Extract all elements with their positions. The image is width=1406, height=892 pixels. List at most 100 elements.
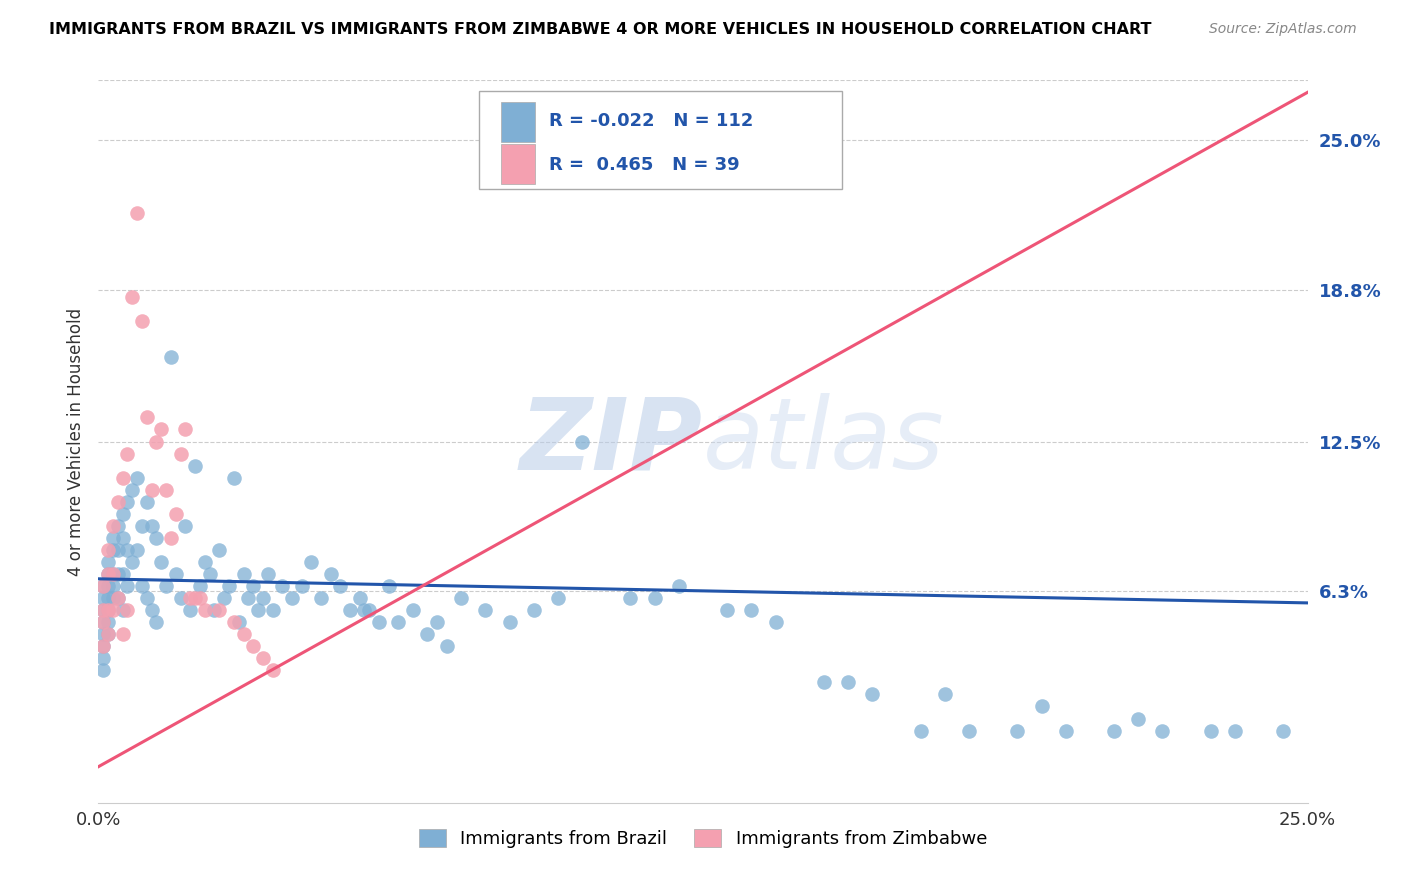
Point [256, 567, 278, 582]
Point [228, 615, 250, 630]
Point [101, 542, 124, 557]
Point [837, 675, 859, 690]
Point [262, 664, 284, 678]
Point [91, 639, 114, 653]
Point [97, 603, 120, 617]
Point [141, 483, 163, 497]
FancyBboxPatch shape [501, 102, 534, 142]
Point [91, 591, 114, 606]
Point [145, 531, 167, 545]
Point [135, 591, 157, 606]
Text: IMMIGRANTS FROM BRAZIL VS IMMIGRANTS FROM ZIMBABWE 4 OR MORE VEHICLES IN HOUSEHO: IMMIGRANTS FROM BRAZIL VS IMMIGRANTS FRO… [49, 22, 1152, 37]
Point [101, 567, 124, 582]
Point [107, 519, 129, 533]
Point [716, 603, 738, 617]
Point [813, 675, 835, 690]
Point [165, 507, 187, 521]
Point [1272, 723, 1295, 738]
Point [117, 542, 139, 557]
Text: ZIP: ZIP [520, 393, 703, 490]
Point [111, 603, 134, 617]
Point [135, 410, 157, 425]
Point [498, 615, 520, 630]
Point [91, 615, 114, 630]
Point [174, 519, 197, 533]
Y-axis label: 4 or more Vehicles in Household: 4 or more Vehicles in Household [66, 308, 84, 575]
Point [107, 494, 129, 508]
Point [232, 627, 254, 641]
Point [290, 579, 312, 593]
Point [416, 627, 439, 641]
Point [91, 603, 114, 617]
Point [101, 603, 124, 617]
Point [644, 591, 666, 606]
Point [127, 471, 149, 485]
Point [238, 591, 260, 606]
Point [101, 519, 124, 533]
Point [97, 603, 120, 617]
Point [169, 447, 191, 461]
Legend: Immigrants from Brazil, Immigrants from Zimbabwe: Immigrants from Brazil, Immigrants from … [412, 822, 994, 855]
Text: Source: ZipAtlas.com: Source: ZipAtlas.com [1209, 22, 1357, 37]
FancyBboxPatch shape [479, 91, 842, 189]
Point [1199, 723, 1222, 738]
Point [127, 205, 149, 219]
Point [402, 603, 425, 617]
Point [117, 603, 139, 617]
Point [299, 555, 322, 569]
Point [1223, 723, 1246, 738]
Point [353, 603, 375, 617]
Point [91, 651, 114, 665]
Point [111, 471, 134, 485]
Text: atlas: atlas [703, 393, 945, 490]
Point [204, 603, 226, 617]
Point [117, 494, 139, 508]
Point [91, 664, 114, 678]
Point [281, 591, 304, 606]
Point [1054, 723, 1077, 738]
Point [169, 591, 191, 606]
Text: R = -0.022   N = 112: R = -0.022 N = 112 [550, 112, 754, 130]
Point [179, 603, 201, 617]
Point [155, 483, 177, 497]
Point [91, 579, 114, 593]
Point [208, 603, 231, 617]
Point [131, 314, 153, 328]
Point [184, 591, 207, 606]
Point [107, 591, 129, 606]
Point [91, 639, 114, 653]
Point [107, 591, 129, 606]
Point [150, 555, 173, 569]
Point [436, 639, 458, 653]
Point [359, 603, 381, 617]
Point [97, 579, 120, 593]
Point [135, 494, 157, 508]
Point [91, 615, 114, 630]
Point [765, 615, 787, 630]
Point [387, 615, 409, 630]
Point [740, 603, 762, 617]
Point [619, 591, 641, 606]
Point [212, 591, 235, 606]
Point [208, 542, 231, 557]
Point [160, 350, 183, 364]
Point [232, 567, 254, 582]
Point [339, 603, 361, 617]
Point [188, 591, 211, 606]
Point [242, 579, 264, 593]
Point [1152, 723, 1174, 738]
Point [97, 542, 120, 557]
Point [97, 627, 120, 641]
Point [1031, 699, 1053, 714]
Point [1102, 723, 1125, 738]
Point [101, 591, 124, 606]
Point [111, 567, 134, 582]
Point [121, 483, 143, 497]
Point [523, 603, 546, 617]
Point [107, 542, 129, 557]
Point [145, 615, 167, 630]
Point [910, 723, 932, 738]
Point [349, 591, 371, 606]
Point [198, 567, 221, 582]
Point [179, 591, 201, 606]
